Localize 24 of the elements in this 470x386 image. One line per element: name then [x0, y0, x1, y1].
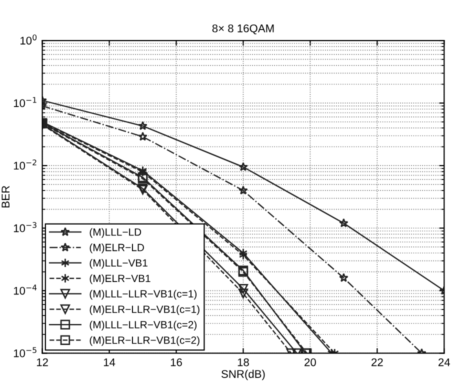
y-tick-label: 10$^{−5}$: [14, 347, 36, 358]
y-tick-label: 10$^{−1}$: [14, 97, 36, 108]
x-tick-label: 14: [104, 358, 116, 366]
y-tick-label: 10$^{−4}$: [14, 284, 37, 295]
x-tick-label: 12: [36, 358, 48, 366]
x-tick-label: 16: [170, 358, 182, 366]
y-tick-label: 10$^{−3}$: [14, 222, 36, 232]
y-tick-label: 10$^{−2}$: [14, 160, 36, 170]
y-axis-title: BER: [2, 186, 10, 208]
y-tick-label: 10$^{0}$: [20, 34, 37, 45]
x-axis-title: SNR(dB): [222, 370, 265, 380]
x-tick-label: 18: [238, 358, 249, 366]
legend-label: (M)ELR−LD: [90, 244, 144, 254]
x-tick-label: 24: [438, 358, 450, 366]
legend-label: (M)ELR−VB1: [90, 274, 150, 284]
legend-label: (M)LLL−LLR−VB1(c=1): [90, 290, 197, 300]
chart-title: 8× 8 16QAM: [212, 24, 274, 34]
x-tick-label: 20: [304, 358, 316, 366]
legend-label: (M)ELR−LLR−VB1(c=1): [90, 305, 200, 316]
legend-label: (M)ELR−LLR−VB1(c=2): [90, 336, 200, 346]
legend-label: (M)LLL−VB1: [90, 258, 148, 269]
x-tick-label: 22: [372, 358, 383, 366]
legend-label: (M)LLL−LLR−VB1(c=2): [90, 320, 197, 330]
legend-label: (M)LLL−LD: [90, 228, 142, 238]
